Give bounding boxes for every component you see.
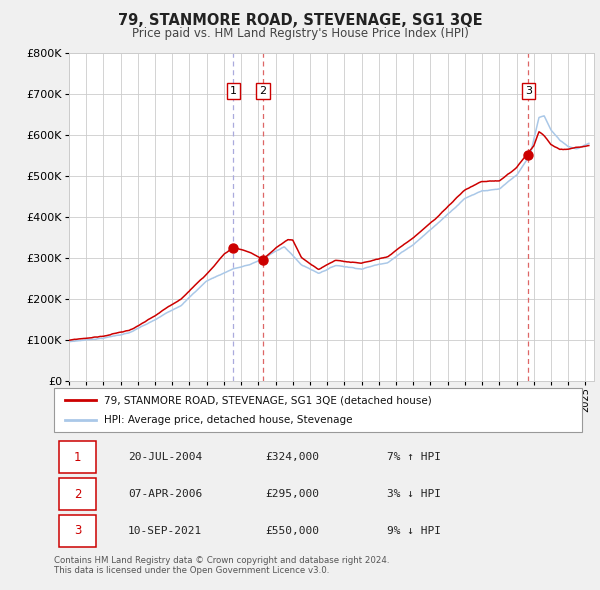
Text: 2: 2 — [74, 487, 82, 501]
Text: 07-APR-2006: 07-APR-2006 — [128, 489, 202, 499]
Text: £295,000: £295,000 — [265, 489, 319, 499]
FancyBboxPatch shape — [59, 441, 96, 473]
Text: 7% ↑ HPI: 7% ↑ HPI — [386, 453, 440, 463]
Text: 20-JUL-2004: 20-JUL-2004 — [128, 453, 202, 463]
FancyBboxPatch shape — [59, 515, 96, 547]
Text: 3: 3 — [74, 525, 82, 537]
Text: 3: 3 — [525, 86, 532, 96]
Text: HPI: Average price, detached house, Stevenage: HPI: Average price, detached house, Stev… — [104, 415, 353, 425]
Text: 1: 1 — [74, 451, 82, 464]
FancyBboxPatch shape — [59, 478, 96, 510]
Text: Contains HM Land Registry data © Crown copyright and database right 2024.
This d: Contains HM Land Registry data © Crown c… — [54, 556, 389, 575]
Text: £324,000: £324,000 — [265, 453, 319, 463]
Text: 10-SEP-2021: 10-SEP-2021 — [128, 526, 202, 536]
Text: 79, STANMORE ROAD, STEVENAGE, SG1 3QE (detached house): 79, STANMORE ROAD, STEVENAGE, SG1 3QE (d… — [104, 395, 432, 405]
Text: 1: 1 — [230, 86, 237, 96]
Text: Price paid vs. HM Land Registry's House Price Index (HPI): Price paid vs. HM Land Registry's House … — [131, 27, 469, 40]
Text: 2: 2 — [259, 86, 266, 96]
Text: 9% ↓ HPI: 9% ↓ HPI — [386, 526, 440, 536]
Text: 3% ↓ HPI: 3% ↓ HPI — [386, 489, 440, 499]
Text: £550,000: £550,000 — [265, 526, 319, 536]
Text: 79, STANMORE ROAD, STEVENAGE, SG1 3QE: 79, STANMORE ROAD, STEVENAGE, SG1 3QE — [118, 13, 482, 28]
FancyBboxPatch shape — [54, 388, 582, 432]
